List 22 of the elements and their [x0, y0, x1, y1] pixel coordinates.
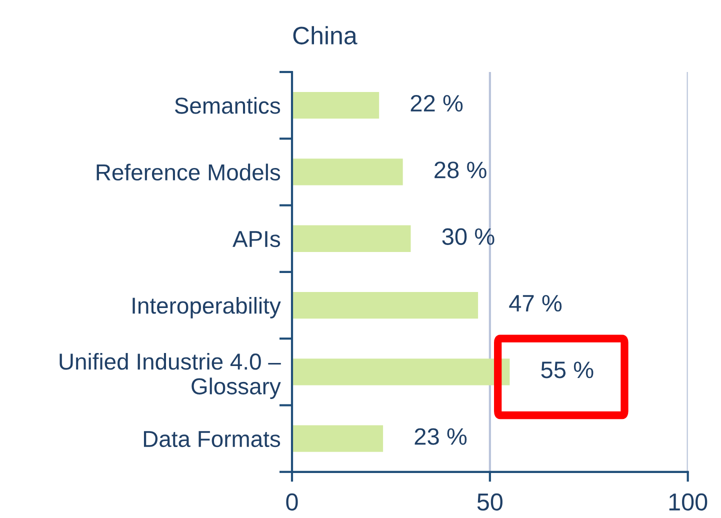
y-tick-label: Reference Models: [96, 164, 280, 181]
data-label: 22 %: [410, 94, 463, 112]
bar: [292, 92, 380, 119]
bar: [292, 358, 510, 386]
y-tick-label: Unified Industrie 4.0 – Glossary: [60, 352, 281, 399]
x-tick-label: 100: [669, 493, 708, 511]
data-label: 23 %: [414, 428, 467, 445]
y-tick-label: APIs: [232, 231, 280, 248]
data-label: 47 %: [509, 294, 562, 312]
bar: [292, 425, 384, 452]
bar: [292, 292, 478, 319]
bar: [292, 158, 403, 186]
data-label: 30 %: [442, 228, 494, 245]
data-label: 28 %: [434, 162, 486, 178]
chart-title: China: [293, 26, 358, 44]
y-tick-label: Semantics: [174, 97, 280, 114]
y-tick-label: Data Formats: [144, 431, 280, 448]
data-label: 55 %: [541, 362, 594, 378]
bar: [292, 225, 411, 252]
x-tick-label: 50: [477, 493, 502, 511]
y-tick-label: Interoperability: [132, 296, 281, 318]
x-tick-label: 0: [286, 493, 298, 511]
